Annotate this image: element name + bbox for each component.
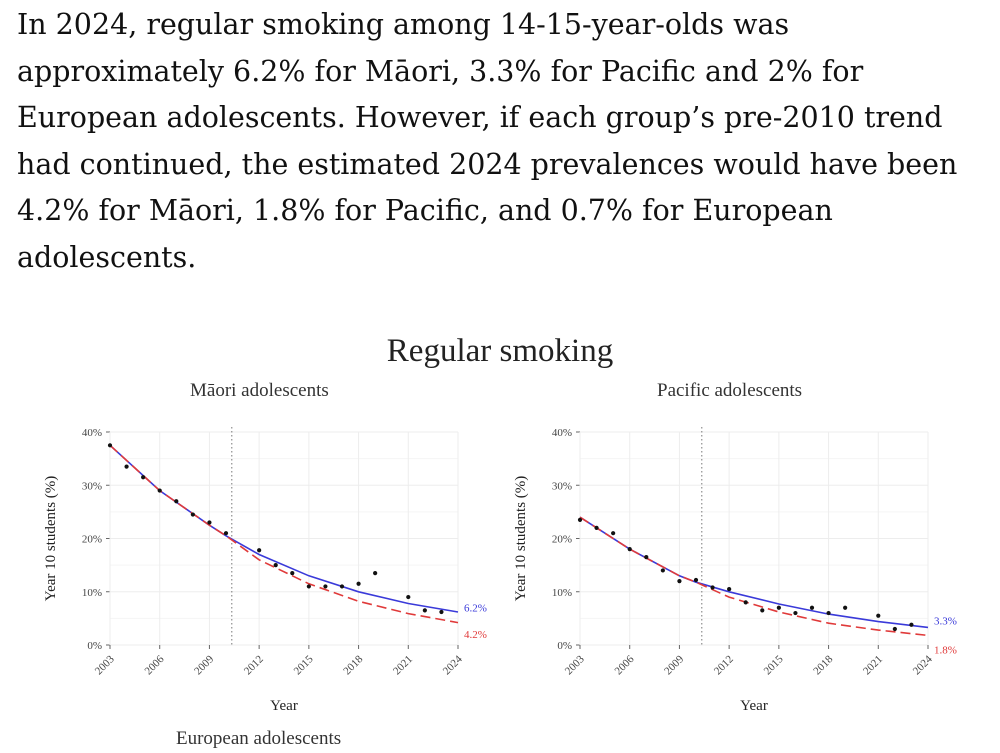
data-point bbox=[727, 586, 732, 592]
y-tick-label: 30% bbox=[552, 480, 572, 492]
data-point bbox=[627, 547, 632, 552]
data-point bbox=[776, 605, 781, 610]
data-point bbox=[207, 520, 212, 525]
data-point bbox=[909, 622, 914, 627]
data-point bbox=[876, 613, 881, 618]
data-point bbox=[809, 605, 815, 610]
data-point bbox=[743, 600, 748, 605]
data-point bbox=[373, 571, 378, 576]
figure-title: Regular smoking bbox=[386, 333, 614, 369]
x-tick-label: 2021 bbox=[861, 653, 885, 677]
data-point bbox=[422, 608, 427, 613]
x-tick-label: 2006 bbox=[612, 653, 636, 677]
data-point bbox=[693, 577, 699, 583]
data-point bbox=[843, 605, 848, 610]
x-tick-label: 2006 bbox=[142, 653, 166, 677]
data-point bbox=[124, 464, 129, 469]
data-point bbox=[223, 531, 229, 536]
x-tick-label: 2018 bbox=[811, 653, 835, 677]
data-point bbox=[611, 531, 616, 536]
x-tick-label: 2009 bbox=[192, 653, 216, 677]
y-tick-label: 0% bbox=[87, 640, 102, 652]
panel-title-pacific: Pacific adolescents bbox=[657, 380, 803, 401]
data-point bbox=[107, 443, 113, 448]
data-point bbox=[406, 594, 411, 600]
data-point bbox=[141, 475, 146, 480]
y-axis-title: Year 10 students (%) bbox=[513, 476, 529, 602]
data-point bbox=[439, 609, 444, 615]
intro-paragraph: In 2024, regular smoking among 14-15-yea… bbox=[17, 8, 958, 274]
end-label-counterfactual: 4.2% bbox=[464, 629, 487, 641]
data-point bbox=[306, 584, 311, 589]
y-tick-label: 10% bbox=[552, 587, 572, 599]
data-point bbox=[826, 610, 831, 616]
x-tick-label: 2021 bbox=[391, 653, 415, 677]
data-point bbox=[594, 525, 599, 530]
end-label-observed: 3.3% bbox=[934, 615, 957, 627]
chart-maori: 0% 10% 20% 30% 40% 2003 2006 2009 2012 2015 2018 20… bbox=[43, 427, 487, 714]
y-tick-label: 20% bbox=[82, 534, 102, 546]
chart-pacific: 0% 10% 20% 30% 40% 2003 2006 2009 2012 2015 2018 20… bbox=[513, 427, 957, 714]
data-point bbox=[339, 584, 345, 589]
x-tick-label: 2003 bbox=[563, 653, 587, 677]
x-tick-label: 2024 bbox=[911, 653, 935, 677]
data-point bbox=[257, 548, 262, 553]
x-tick-label: 2012 bbox=[242, 653, 266, 677]
x-tick-label: 2018 bbox=[341, 653, 365, 677]
y-axis-title: Year 10 students (%) bbox=[43, 476, 59, 602]
x-tick-label: 2003 bbox=[93, 653, 117, 677]
x-tick-label: 2012 bbox=[712, 653, 736, 677]
data-point bbox=[760, 608, 765, 613]
y-tick-label: 20% bbox=[552, 534, 572, 546]
data-point bbox=[577, 517, 583, 522]
data-point bbox=[174, 499, 179, 504]
observed-trend-line bbox=[109, 444, 459, 613]
y-tick-label: 10% bbox=[82, 587, 102, 599]
y-tick-label: 40% bbox=[82, 427, 102, 439]
observed-trend-line bbox=[579, 516, 929, 629]
data-point bbox=[273, 563, 278, 568]
data-point bbox=[644, 555, 649, 560]
counterfactual-trend-line bbox=[579, 516, 929, 637]
data-point bbox=[793, 610, 798, 616]
x-tick-label: 2015 bbox=[762, 653, 786, 677]
x-axis-title: Year bbox=[270, 698, 298, 714]
data-point bbox=[323, 584, 328, 589]
data-point bbox=[190, 512, 195, 517]
end-label-observed: 6.2% bbox=[464, 603, 487, 615]
counterfactual-trend-line bbox=[109, 444, 459, 624]
y-tick-label: 40% bbox=[552, 427, 572, 439]
data-point bbox=[677, 579, 682, 584]
data-point bbox=[356, 581, 361, 586]
figure: Regular smoking Māori adolescents Pacifi… bbox=[0, 300, 1000, 753]
x-tick-label: 2024 bbox=[441, 653, 465, 677]
y-tick-label: 0% bbox=[557, 640, 572, 652]
data-point bbox=[710, 585, 715, 590]
x-axis-title: Year bbox=[740, 698, 768, 714]
end-label-counterfactual: 1.8% bbox=[934, 644, 957, 656]
x-tick-label: 2015 bbox=[292, 653, 316, 677]
x-tick-label: 2009 bbox=[662, 653, 686, 677]
data-point bbox=[157, 488, 162, 493]
data-point bbox=[660, 568, 665, 573]
data-point bbox=[290, 571, 295, 576]
panel-title-european: European adolescents bbox=[176, 728, 342, 749]
y-tick-label: 30% bbox=[82, 480, 102, 492]
panel-title-maori: Māori adolescents bbox=[190, 380, 329, 401]
data-point bbox=[892, 626, 897, 632]
